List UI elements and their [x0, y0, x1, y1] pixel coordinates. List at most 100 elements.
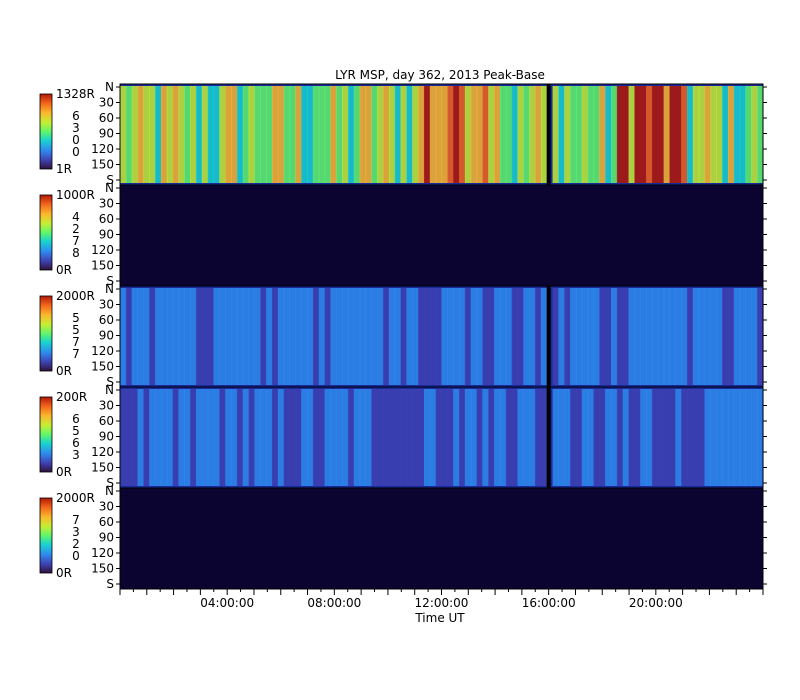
panel-4-y-tick-label: S [106, 476, 114, 490]
panel-1-stripe [336, 86, 343, 183]
panel-4-stripe [435, 389, 443, 486]
panel-4-stripe [575, 389, 583, 486]
panel-4-stripe [651, 389, 659, 486]
panel-4-y-tick-label: 90 [99, 430, 114, 444]
panel-3-stripe [365, 288, 372, 385]
panel-4-stripe [482, 389, 489, 486]
panel-1-stripe [447, 86, 454, 183]
panel-1-stripe [260, 86, 267, 183]
panel-3-stripe [698, 288, 706, 385]
panel-1-stripe [529, 86, 536, 183]
panel-4-stripe [383, 389, 390, 486]
panel-4-stripe [400, 389, 408, 486]
panel-4-y-tick-label: N [105, 383, 114, 397]
panel-3-stripe [307, 288, 314, 385]
panel-1-stripe [213, 86, 220, 183]
panel-4-stripe [646, 389, 653, 486]
panel-4-stripe [593, 389, 600, 486]
panel-1-stripe [558, 86, 565, 183]
panel-3-stripe [184, 288, 191, 385]
panel-1-stripe [125, 86, 133, 183]
panel-3-stripe [511, 288, 519, 385]
panel-3-stripe [359, 288, 367, 385]
panel-3-stripe [236, 288, 244, 385]
panel-5-channel-digit: 3 [72, 525, 80, 539]
panel-5-channel-digit: 7 [72, 513, 80, 527]
panel-2-channel-digit: 7 [72, 234, 80, 248]
panel-5-y-tick-label: 90 [99, 531, 114, 545]
panel-4-stripe [423, 389, 431, 486]
panel-1-stripe [342, 86, 349, 183]
panel-4-stripe [318, 389, 326, 486]
panel-4-stripe [160, 389, 168, 486]
panel-1-stripe [581, 86, 589, 183]
panel-1-stripe [277, 86, 285, 183]
panel-1-stripe [628, 86, 635, 183]
panel-4-stripe [704, 389, 711, 486]
panel-3-stripe [716, 288, 723, 385]
panel-4-stripe [757, 389, 764, 486]
panel-4-stripe [412, 389, 419, 486]
panel-3-stripe [722, 288, 729, 385]
panel-4-stripe [125, 389, 133, 486]
panel-3-stripe [622, 288, 630, 385]
panel-1-stripe [499, 86, 507, 183]
panel-3-stripe [342, 288, 349, 385]
panel-3-stripe [312, 288, 320, 385]
panel-2-y-tick-label: 120 [91, 243, 114, 257]
panel-1-stripe [722, 86, 729, 183]
panel-4-stripe [570, 389, 577, 486]
panel-4-stripe [301, 389, 308, 486]
panel-4-stripe [347, 389, 355, 486]
panel-1-stripe [675, 86, 682, 183]
panel-3-stripe [347, 288, 355, 385]
panel-1-stripe [540, 86, 548, 183]
panel-4-stripe [599, 389, 606, 486]
panel-4-stripe [628, 389, 635, 486]
panel-3-stripe [459, 288, 466, 385]
panel-3-stripe [657, 288, 665, 385]
panel-1-stripe [704, 86, 711, 183]
panel-3-stripe [646, 288, 653, 385]
panel-1-stripe [236, 86, 244, 183]
panel-1-stripe [535, 86, 542, 183]
panel-1-stripe [400, 86, 408, 183]
panel-4-stripe [710, 389, 717, 486]
panel-1-stripe [190, 86, 197, 183]
panel-4-stripe [733, 389, 741, 486]
panel-1-y-tick-label: S [106, 173, 114, 187]
panel-1-stripe [201, 86, 209, 183]
panel-1-y-tick-label: 60 [99, 111, 114, 125]
panel-3-stripe [505, 288, 513, 385]
panel-3-stripe [131, 288, 139, 385]
panel-4-stripe [675, 389, 682, 486]
panel-4-channel-digit: 5 [72, 424, 80, 438]
panel-1-stripe [646, 86, 653, 183]
panel-4-stripe [207, 389, 215, 486]
panel-4-stripe [213, 389, 220, 486]
panel-1-y-tick-label: N [105, 80, 114, 94]
panel-1-stripe [651, 86, 659, 183]
panel-4-stripe [634, 389, 641, 486]
panel-4-stripe [190, 389, 197, 486]
panel-3-y-tick-label: 120 [91, 344, 114, 358]
panel-1-y-tick-label: 150 [91, 158, 114, 172]
panel-3-stripe [517, 288, 524, 385]
panel-3-stripe [757, 288, 764, 385]
panel-5-colorbar-max: 2000R [56, 491, 95, 505]
panel-4-stripe [476, 389, 484, 486]
panel-4-stripe [587, 389, 595, 486]
panel-4-stripe [143, 389, 150, 486]
panel-4-stripe [388, 389, 396, 486]
panel-3-stripe [435, 288, 443, 385]
panel-3-stripe [535, 288, 542, 385]
panel-1-stripe [611, 86, 618, 183]
panel-1-stripe [347, 86, 355, 183]
panel-4-y-tick-label: 150 [91, 461, 114, 475]
panel-3-colorbar-min: 0R [56, 364, 72, 378]
panel-1-stripe [681, 86, 688, 183]
panel-4-stripe [429, 389, 437, 486]
panel-4-stripe [441, 389, 448, 486]
panel-3-stripe [482, 288, 489, 385]
